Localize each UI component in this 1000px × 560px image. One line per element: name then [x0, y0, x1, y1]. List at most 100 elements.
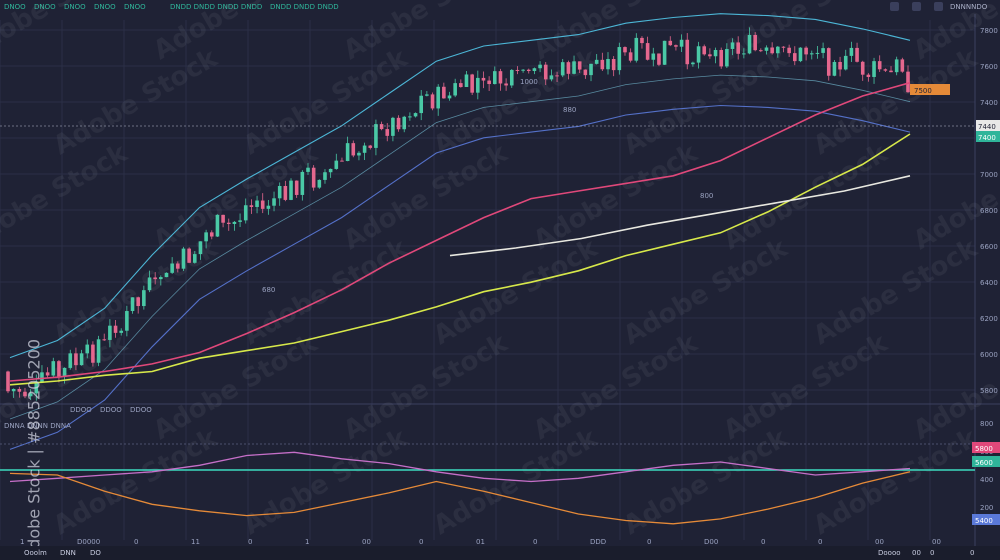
watermark-text: Adobe Stock	[529, 0, 704, 66]
candle-body	[23, 391, 27, 397]
candle-body	[408, 116, 412, 118]
candle-body	[17, 388, 22, 392]
candle-body	[419, 95, 424, 114]
candle-body	[453, 83, 457, 96]
bottom-item[interactable]: 00	[912, 549, 921, 557]
candle-body	[119, 330, 124, 333]
bottom-item[interactable]: DNN	[60, 549, 76, 557]
watermark-text: Adobe Stock	[239, 423, 414, 541]
toolbar-info: DNDD DNDD DNDD	[270, 3, 339, 11]
toolbar-item[interactable]: DNOO	[94, 3, 116, 11]
last-price-tag: 7440	[978, 123, 996, 131]
price-tick: 7600	[980, 63, 998, 71]
candle-body	[866, 74, 871, 77]
candle-body	[385, 129, 390, 136]
gear-icon[interactable]	[890, 2, 899, 11]
candle-body	[594, 59, 599, 64]
candle-body	[204, 232, 208, 242]
candle-body	[209, 232, 214, 237]
candle-body	[198, 241, 203, 255]
watermark-text: Adobe Stock	[0, 0, 133, 66]
candle-body	[725, 48, 729, 67]
candle-body	[272, 198, 276, 206]
candle-body	[577, 61, 582, 70]
candle-body	[476, 77, 480, 93]
green-price-tag: 7400	[978, 134, 996, 142]
toolbar-item[interactable]: DNOO	[4, 3, 26, 11]
close-icon[interactable]	[912, 2, 921, 11]
time-tick: DDD	[590, 538, 606, 546]
time-tick: 0	[761, 538, 765, 546]
indicator-title: DNNA DNNN DNNA	[4, 422, 71, 430]
candle-body	[611, 59, 616, 71]
candle-body	[6, 371, 10, 392]
bottom-item[interactable]: 0	[930, 549, 935, 557]
candle-body	[719, 49, 724, 67]
bottom-item[interactable]: Ooolm	[24, 549, 47, 557]
candle-body	[85, 344, 90, 354]
price-tick: 5800	[980, 387, 998, 395]
candle-body	[45, 372, 50, 376]
candle-body	[679, 39, 684, 47]
candle-body	[238, 220, 242, 222]
bottom-item[interactable]: Doooo	[878, 549, 901, 557]
candle-body	[674, 45, 678, 47]
candle-body	[379, 124, 384, 130]
price-tick: 6800	[980, 207, 998, 215]
candle-body	[368, 145, 373, 148]
candle-body	[736, 42, 740, 54]
candle-body	[317, 179, 322, 188]
candle-body	[623, 47, 627, 53]
candle-body	[136, 297, 140, 307]
candle-body	[345, 143, 350, 162]
candle-body	[696, 46, 701, 63]
candle-body	[362, 145, 367, 153]
moving-averages	[9, 81, 911, 386]
settings-icon[interactable]	[934, 2, 943, 11]
watermark-text: Adobe Stock	[149, 328, 324, 446]
candle-body	[753, 34, 757, 51]
price-tick: 7000	[980, 171, 998, 179]
candle-body	[691, 62, 695, 65]
last-price-tag-bg	[976, 120, 1000, 131]
price-tick: 6000	[980, 351, 998, 359]
candle-body	[442, 86, 446, 99]
candle-body	[102, 339, 107, 341]
orange-tag-bg	[910, 84, 950, 95]
toolbar-item[interactable]: DNOO	[64, 3, 86, 11]
candle-body	[872, 61, 876, 77]
candle-body	[79, 353, 84, 366]
candle-body	[572, 61, 576, 74]
candle-body	[187, 248, 191, 263]
green-price-tag-bg	[976, 131, 1000, 142]
candle-body	[311, 167, 316, 188]
candle-body	[40, 372, 44, 382]
watermark-text: Adobe Stock	[809, 233, 984, 351]
time-tick: 0	[647, 538, 651, 546]
candle-body	[51, 361, 56, 376]
candle-body	[289, 180, 293, 200]
candle-body	[447, 95, 452, 99]
candle-body	[589, 63, 593, 76]
candle-body	[713, 49, 718, 57]
candle-body	[787, 47, 791, 54]
toolbar-item[interactable]: DNOO	[124, 3, 146, 11]
candle-body	[685, 39, 690, 65]
price-tick: 7400	[980, 99, 998, 107]
candle-body	[391, 117, 395, 136]
ma-line-yellow	[9, 133, 911, 386]
candle-body	[600, 59, 605, 70]
bottom-item[interactable]: 0	[970, 549, 975, 557]
time-tick: 1	[20, 538, 24, 546]
bottom-item[interactable]: DO	[90, 549, 101, 557]
candle-body	[792, 53, 797, 62]
candle-body	[640, 37, 644, 44]
candle-body	[759, 50, 763, 52]
candle-body	[900, 59, 905, 72]
chart-annotation: 800	[700, 192, 713, 200]
ma-line-white	[449, 175, 911, 257]
candle-body	[221, 214, 225, 223]
time-tick: 0	[248, 538, 252, 546]
toolbar-item[interactable]: DNOO	[34, 3, 56, 11]
